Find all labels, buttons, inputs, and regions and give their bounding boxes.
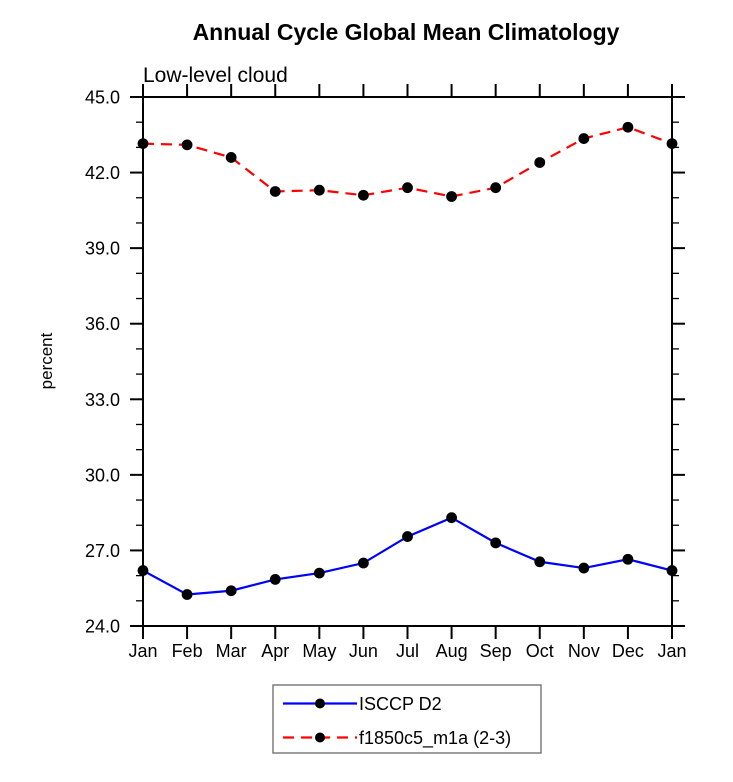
- data-point-marker-series1: [666, 565, 678, 576]
- data-point-marker-series1: [578, 562, 590, 574]
- data-point-marker-series2: [578, 133, 590, 144]
- legend-marker-series2-circle-icon: [315, 732, 325, 743]
- x-tick-label: Nov: [568, 641, 600, 661]
- legend-box: [272, 684, 542, 754]
- x-tick-label: May: [302, 641, 336, 661]
- x-tick-label: Aug: [436, 641, 468, 661]
- data-point-marker-series1: [137, 565, 149, 576]
- chart-subtitle: Low-level cloud: [143, 64, 288, 87]
- data-point-marker-series1: [446, 512, 457, 524]
- y-tick-label: 39.0: [85, 239, 120, 259]
- data-point-marker-series1: [225, 585, 237, 597]
- x-tick-label: Apr: [261, 641, 289, 661]
- data-point-marker-series2: [358, 189, 369, 201]
- data-point-marker-series2: [181, 139, 193, 151]
- data-point-marker-series2: [313, 184, 325, 196]
- data-point-marker-series2: [137, 138, 149, 150]
- x-tick-label: Jan: [128, 641, 157, 661]
- data-point-marker-series2: [446, 191, 457, 202]
- x-tick-label: Oct: [526, 641, 554, 661]
- y-tick-label: 42.0: [85, 163, 120, 183]
- data-point-marker-series2: [622, 121, 634, 133]
- data-point-marker-series1: [269, 573, 281, 585]
- data-point-marker-series1: [622, 553, 634, 565]
- legend-label-series2: f1850c5_m1a (2-3): [359, 728, 511, 749]
- data-point-marker-series2: [490, 182, 502, 194]
- data-point-marker-series1: [358, 557, 369, 569]
- y-tick-label: 27.0: [85, 541, 120, 561]
- x-tick-label: Sep: [480, 641, 512, 661]
- y-axis-label: percent: [37, 332, 56, 389]
- x-tick-label: Jan: [657, 641, 686, 661]
- data-point-marker-series2: [534, 157, 546, 168]
- legend-label-series1: ISCCP D2: [359, 694, 442, 714]
- data-point-marker-series1: [402, 531, 413, 542]
- data-point-marker-series1: [534, 556, 546, 568]
- data-point-marker-series1: [181, 589, 193, 600]
- y-tick-label: 30.0: [85, 465, 120, 485]
- data-point-marker-series1: [490, 537, 502, 549]
- x-tick-label: Jun: [349, 641, 378, 661]
- y-tick-label: 24.0: [85, 617, 120, 637]
- x-tick-label: Feb: [172, 641, 203, 661]
- plot-area: Jan Feb Mar Apr May Jun Jul Aug Sep Oct Nov Dec Jan 2…: [85, 84, 687, 661]
- legend: ISCCP D2 f1850c5_m1a (2-3): [272, 684, 542, 754]
- y-tick-label: 33.0: [85, 390, 120, 410]
- plot-frame: [142, 96, 673, 627]
- y-tick-label: 45.0: [85, 88, 120, 108]
- data-point-marker-series2: [402, 182, 413, 194]
- data-point-marker-series2: [666, 138, 678, 150]
- series-line-1: [142, 516, 673, 596]
- x-tick-label: Dec: [612, 641, 644, 661]
- x-tick-label: Mar: [216, 641, 247, 661]
- x-tick-label: Jul: [396, 641, 419, 661]
- chart-title: Annual Cycle Global Mean Climatology: [193, 19, 620, 45]
- data-point-marker-series2: [269, 186, 281, 197]
- data-point-marker-series1: [313, 567, 325, 579]
- data-point-marker-series2: [225, 152, 237, 163]
- y-tick-label: 36.0: [85, 314, 120, 334]
- legend-marker-series1-circle-icon: [315, 698, 325, 709]
